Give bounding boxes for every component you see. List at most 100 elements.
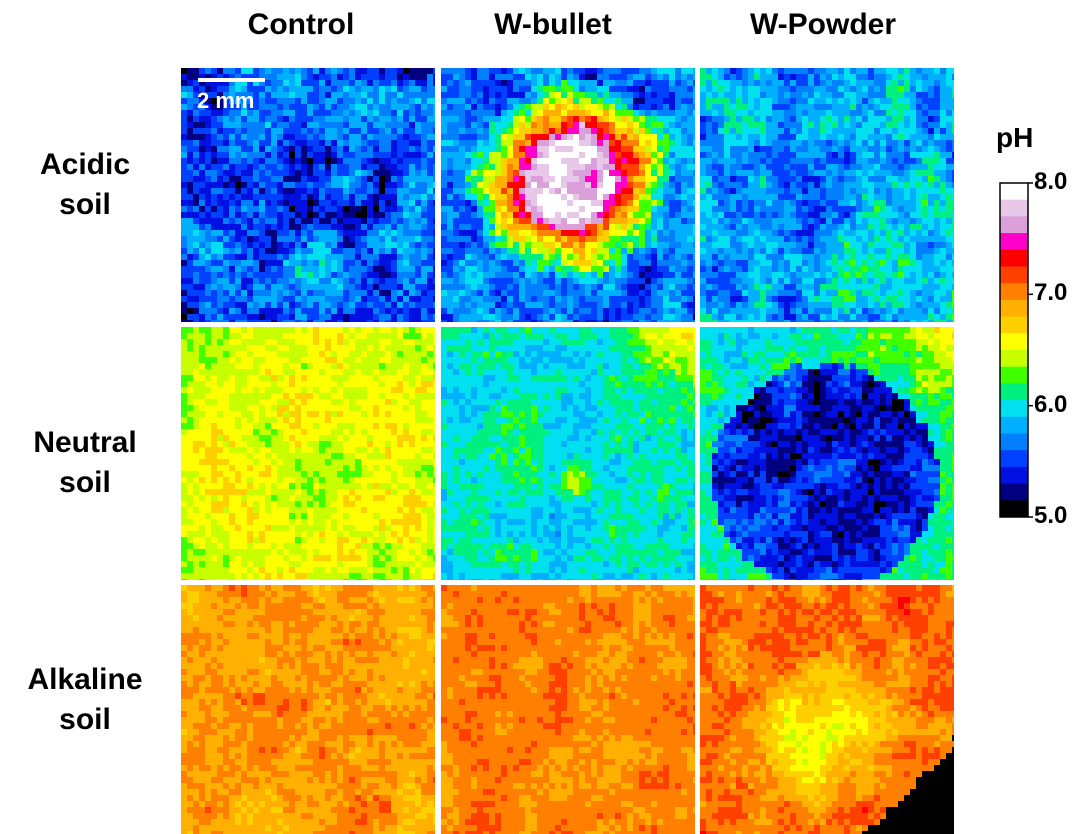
pixel <box>543 206 549 212</box>
pixel <box>555 272 561 278</box>
pixel <box>433 272 435 278</box>
pixel <box>555 158 561 164</box>
pixel <box>199 104 205 110</box>
pixel <box>271 194 277 200</box>
pixel <box>477 140 483 146</box>
pixel <box>441 236 447 242</box>
pixel <box>946 218 952 224</box>
pixel <box>519 248 525 254</box>
pixel <box>415 308 421 314</box>
pixel <box>477 308 483 314</box>
pixel <box>495 128 501 134</box>
pixel <box>742 80 748 86</box>
pixel <box>397 242 403 248</box>
pixel <box>820 236 826 242</box>
pixel <box>355 122 361 128</box>
pixel <box>409 104 415 110</box>
pixel <box>307 170 313 176</box>
pixel <box>397 272 403 278</box>
pixel <box>489 128 495 134</box>
pixel <box>259 140 265 146</box>
pixel <box>591 320 597 322</box>
pixel <box>832 230 838 236</box>
pixel <box>730 146 736 152</box>
pixel <box>693 170 695 176</box>
pixel <box>415 302 421 308</box>
pixel <box>355 296 361 302</box>
pixel <box>916 170 922 176</box>
pixel <box>946 98 952 104</box>
pixel <box>651 248 657 254</box>
pixel <box>706 68 712 74</box>
pixel <box>657 248 663 254</box>
pixel <box>639 176 645 182</box>
pixel <box>940 200 946 206</box>
pixel <box>591 116 597 122</box>
pixel <box>663 92 669 98</box>
pixel <box>675 278 681 284</box>
pixel <box>561 320 567 322</box>
pixel <box>952 80 954 86</box>
pixel <box>301 158 307 164</box>
pixel <box>187 146 193 152</box>
pixel <box>507 158 513 164</box>
pixel <box>415 170 421 176</box>
pixel <box>627 182 633 188</box>
pixel <box>489 68 495 74</box>
pixel <box>904 86 910 92</box>
pixel <box>868 218 874 224</box>
pixel <box>585 134 591 140</box>
pixel <box>313 302 319 308</box>
pixel <box>193 68 199 74</box>
pixel <box>325 158 331 164</box>
pixel <box>543 188 549 194</box>
pixel <box>555 110 561 116</box>
pixel <box>826 158 832 164</box>
pixel <box>477 236 483 242</box>
pixel <box>639 92 645 98</box>
pixel <box>343 230 349 236</box>
pixel <box>253 242 259 248</box>
pixel <box>693 278 695 284</box>
pixel <box>337 242 343 248</box>
pixel <box>319 176 325 182</box>
pixel <box>495 176 501 182</box>
pixel <box>874 98 880 104</box>
pixel <box>283 194 289 200</box>
pixel <box>736 128 742 134</box>
pixel <box>489 164 495 170</box>
pixel <box>591 176 597 182</box>
pixel <box>289 278 295 284</box>
pixel <box>501 200 507 206</box>
pixel <box>669 320 675 322</box>
pixel <box>211 194 217 200</box>
pixel <box>952 116 954 122</box>
pixel <box>736 194 742 200</box>
pixel <box>796 74 802 80</box>
pixel <box>441 254 447 260</box>
pixel <box>217 260 223 266</box>
pixel <box>778 206 784 212</box>
pixel <box>790 146 796 152</box>
pixel <box>820 104 826 110</box>
pixel <box>385 164 391 170</box>
pixel <box>760 92 766 98</box>
pixel <box>415 188 421 194</box>
pixel <box>633 230 639 236</box>
pixel <box>892 68 898 74</box>
pixel <box>295 128 301 134</box>
pixel <box>561 284 567 290</box>
pixel <box>355 260 361 266</box>
pixel <box>760 98 766 104</box>
pixel <box>585 170 591 176</box>
pixel <box>229 302 235 308</box>
pixel <box>447 92 453 98</box>
pixel <box>826 164 832 170</box>
pixel <box>922 194 928 200</box>
pixel <box>331 200 337 206</box>
pixel <box>277 278 283 284</box>
pixel <box>760 80 766 86</box>
pixel <box>241 176 247 182</box>
pixel <box>331 140 337 146</box>
pixel <box>259 194 265 200</box>
